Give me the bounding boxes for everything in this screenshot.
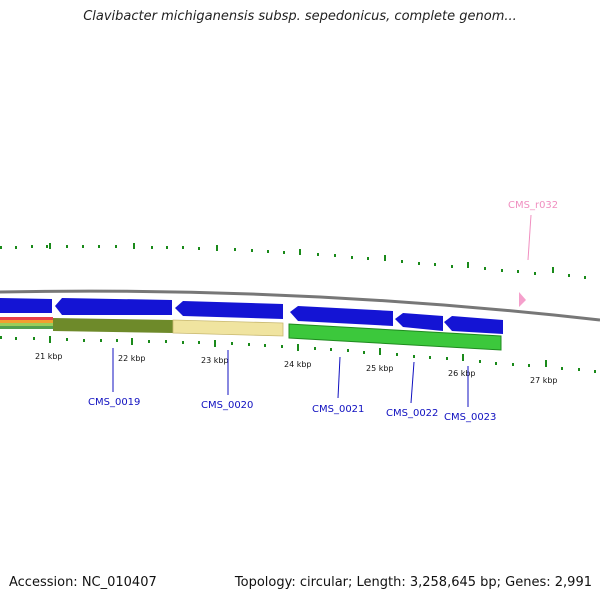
green-segment[interactable] [288,323,502,351]
gene-label[interactable]: CMS_0020 [201,400,253,411]
map-title: Clavibacter michiganensis subsp. sepedon… [83,9,517,24]
genome-backbone [0,289,600,322]
cds-arrow[interactable] [55,298,172,315]
gene-label-leaders [112,348,469,407]
cds-arrow[interactable] [395,313,443,331]
gene-label[interactable]: CMS_0021 [312,404,364,415]
cds-arrow[interactable] [444,316,503,334]
annotation-band [0,317,502,351]
gene-label[interactable]: CMS_0022 [386,408,438,419]
upper-tick-track [0,243,586,279]
khaki-segment[interactable] [172,319,284,337]
cds-track [0,298,503,334]
cds-arrow[interactable] [175,301,283,319]
gene-label[interactable]: CMS_0023 [444,412,496,423]
olive-segment[interactable] [53,318,173,333]
scale-label: 25 kbp [366,364,394,373]
rna-label[interactable]: CMS_r032 [508,200,558,211]
accession-text: Accession: NC_010407 [9,575,157,590]
genome-summary-text: Topology: circular; Length: 3,258,645 bp… [234,575,592,590]
scale-label: 23 kbp [201,356,229,365]
rna-marker[interactable] [519,292,526,307]
rna-label-leader [527,214,532,261]
scale-label: 22 kbp [118,354,146,363]
scale-label: 26 kbp [448,369,476,378]
lower-tick-track [0,336,596,373]
scale-label: 24 kbp [284,360,312,369]
cds-arrow[interactable] [290,306,393,326]
cds-arrow[interactable] [0,298,52,313]
scale-label: 21 kbp [35,352,63,361]
scale-label: 27 kbp [530,376,558,385]
gene-label[interactable]: CMS_0019 [88,397,140,408]
